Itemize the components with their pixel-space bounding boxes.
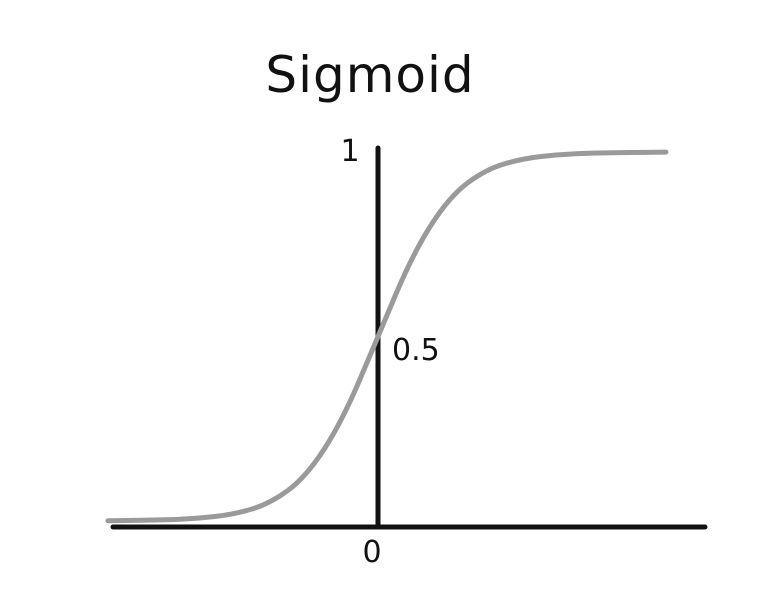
sigmoid-curve bbox=[105, 149, 669, 524]
midpoint-label: 0.5 bbox=[392, 333, 440, 368]
chart-title: Sigmoid bbox=[265, 46, 474, 104]
x-tick-label-zero: 0 bbox=[362, 535, 381, 570]
y-tick-label-one: 1 bbox=[340, 134, 359, 169]
